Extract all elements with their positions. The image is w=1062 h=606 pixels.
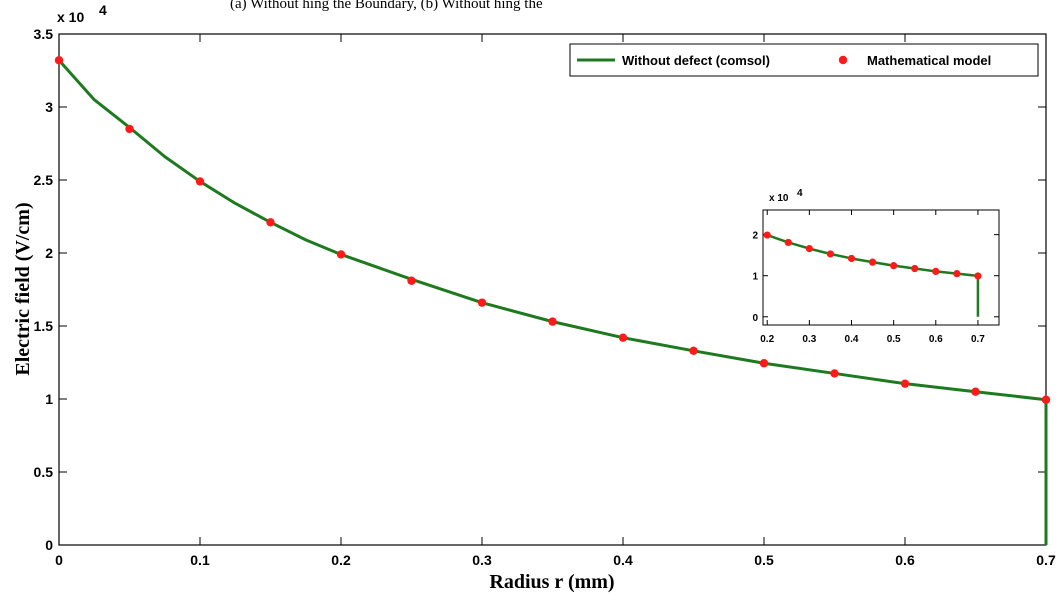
inset-y-multiplier: x 10 xyxy=(769,193,789,204)
inset-data-point-model xyxy=(868,258,877,266)
legend-label-model: Mathematical model xyxy=(867,53,991,68)
y-axis-title: Electric field (V/cm) xyxy=(12,202,34,375)
y-tick-label: 1.5 xyxy=(34,318,54,334)
y-tick-label: 2 xyxy=(45,245,53,261)
data-point-model xyxy=(336,250,346,259)
y-tick-label: 3.5 xyxy=(34,26,54,42)
x-tick-label: 0.4 xyxy=(613,552,633,568)
inset-data-point-model xyxy=(847,254,856,263)
inset-x-tick-label: 0.7 xyxy=(971,334,985,345)
data-point-model xyxy=(830,369,839,378)
data-point-model xyxy=(195,177,205,186)
x-tick-label: 0.7 xyxy=(1036,552,1056,568)
inset-data-point-model xyxy=(974,272,982,280)
y-tick-label: 2.5 xyxy=(34,172,54,188)
inset-y-tick-label: 2 xyxy=(752,231,758,242)
inset-x-tick-label: 0.6 xyxy=(929,334,943,345)
inset-data-point-model xyxy=(932,267,940,276)
inset-x-tick-label: 0.2 xyxy=(760,334,774,345)
inset-y-tick-label: 0 xyxy=(752,313,758,324)
y-multiplier-exponent: 4 xyxy=(99,2,107,18)
y-tick-label: 0.5 xyxy=(34,464,54,480)
data-point-model xyxy=(266,218,275,227)
legend: Without defect (comsol) Mathematical mode… xyxy=(569,43,1039,77)
x-tick-label: 0.1 xyxy=(190,552,210,568)
inset-data-point-model xyxy=(763,231,771,239)
x-tick-label: 0.3 xyxy=(472,552,492,568)
data-point-model xyxy=(54,56,64,65)
data-point-model xyxy=(900,379,910,388)
inset-plot: 0.2 0.3 0.4 0.5 0.6 0.7 0 1 2 x 10 4 xyxy=(752,188,1000,345)
data-point-model xyxy=(125,124,134,134)
legend-box xyxy=(569,43,1039,77)
x-axis-title: Radius r (mm) xyxy=(489,571,614,593)
data-point-model xyxy=(477,298,487,307)
data-point-model xyxy=(759,359,769,368)
x-tick-label: 0.2 xyxy=(331,552,351,568)
inset-y-multiplier-exponent: 4 xyxy=(797,188,803,199)
inset-x-tick-label: 0.4 xyxy=(845,334,859,345)
x-tick-label: 0.6 xyxy=(895,552,915,568)
data-point-model xyxy=(548,317,557,326)
inset-y-tick-label: 1 xyxy=(752,272,758,283)
legend-marker-swatch xyxy=(838,55,848,65)
legend-label-comsol: Without defect (comsol) xyxy=(622,53,770,68)
inset-plot-frame xyxy=(762,209,1000,326)
y-tick-label: 1 xyxy=(45,391,53,407)
data-point-model xyxy=(689,346,698,356)
inset-data-point-model xyxy=(911,264,919,273)
inset-data-point-model xyxy=(890,262,898,270)
y-multiplier: x 10 xyxy=(57,9,84,25)
data-point-model xyxy=(1041,395,1051,404)
y-tick-label: 3 xyxy=(45,99,53,115)
figure-caption-fragment: (a) Without hing the Boundary, (b) Witho… xyxy=(230,0,543,12)
inset-data-point-model xyxy=(805,245,813,253)
data-point-model xyxy=(407,276,416,285)
x-tick-label: 0 xyxy=(55,552,63,568)
inset-data-point-model xyxy=(953,270,961,278)
inset-data-point-model xyxy=(826,250,835,258)
inset-data-point-model xyxy=(784,238,792,247)
inset-x-tick-label: 0.5 xyxy=(887,334,901,345)
data-point-model xyxy=(971,387,980,396)
inset-x-tick-label: 0.3 xyxy=(802,334,816,345)
y-tick-label: 0 xyxy=(45,537,53,553)
data-point-model xyxy=(618,333,628,342)
x-tick-label: 0.5 xyxy=(754,552,774,568)
series-line-comsol xyxy=(57,59,1048,545)
